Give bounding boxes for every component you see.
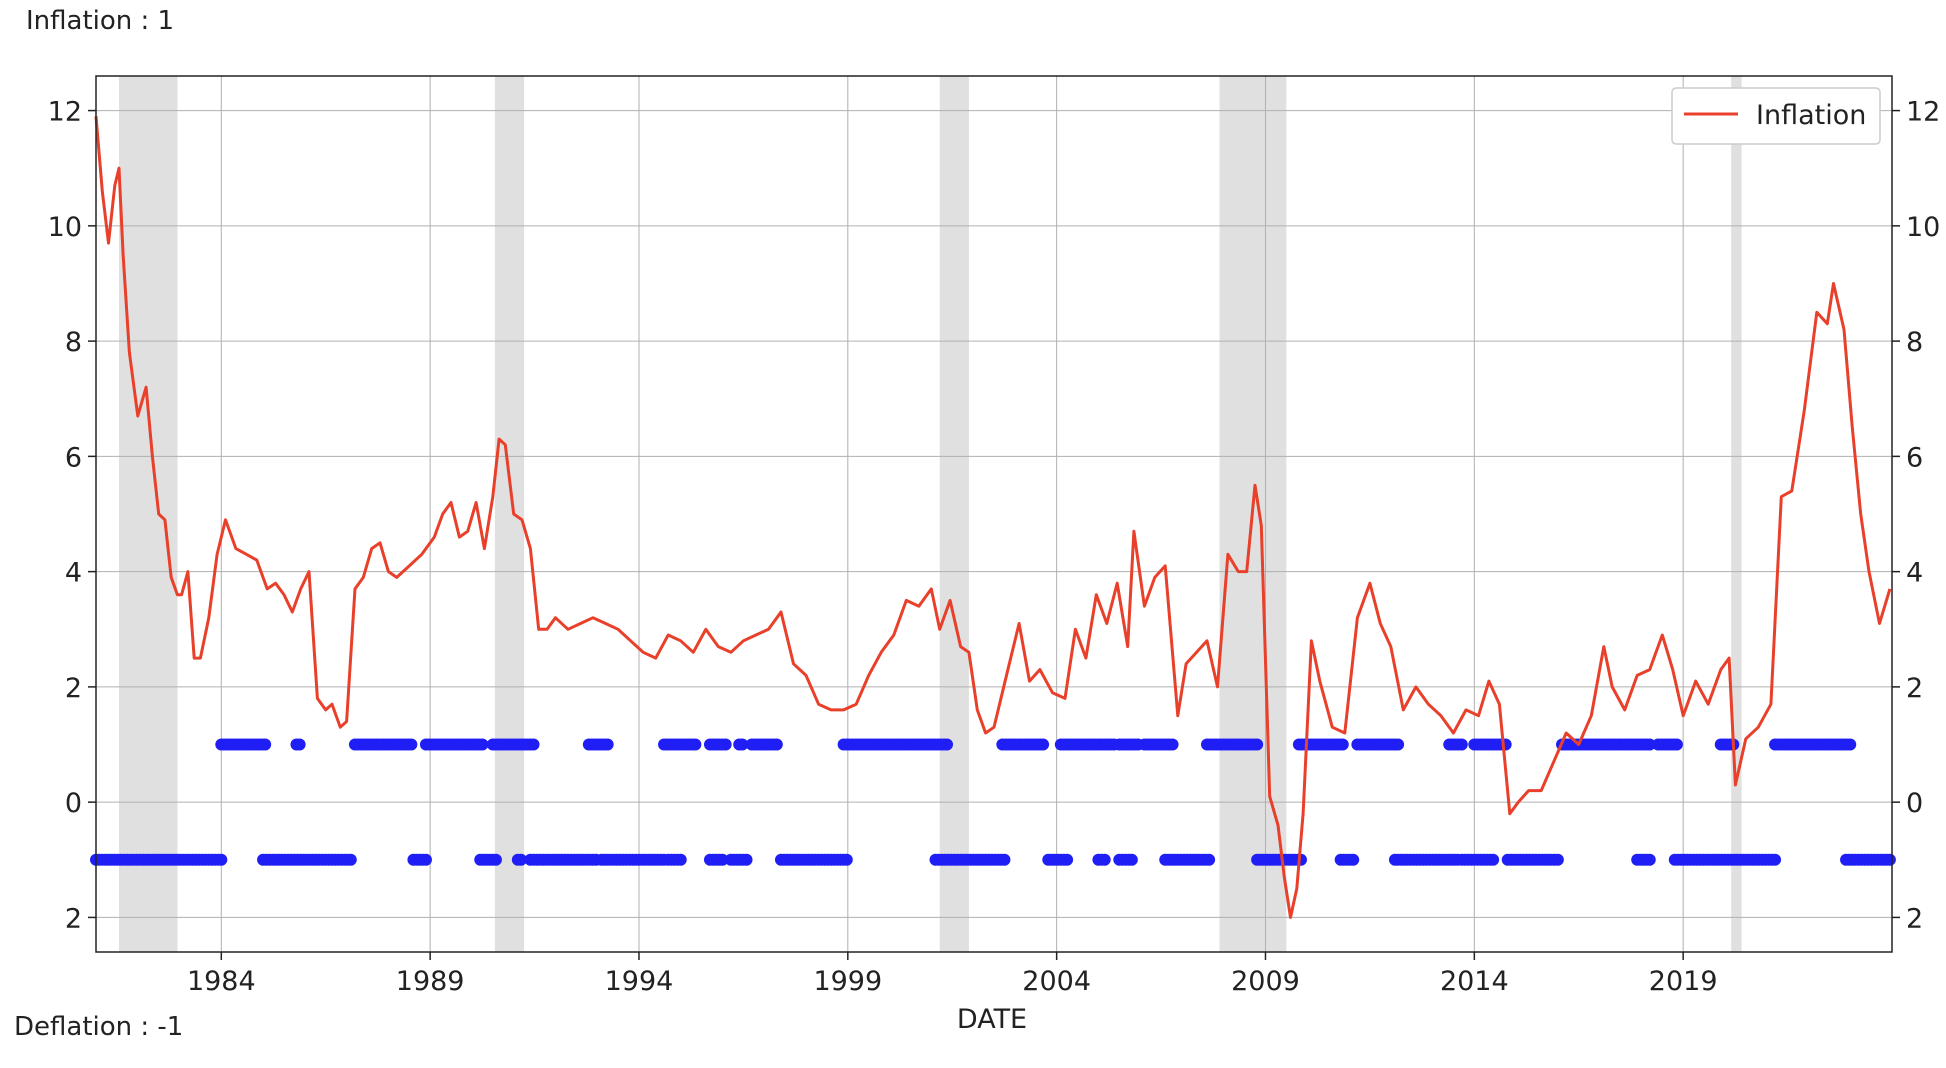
indicator-point xyxy=(1336,738,1349,751)
indicator-point xyxy=(259,738,272,751)
indicator-point xyxy=(1347,853,1360,866)
indicator-point xyxy=(1392,738,1405,751)
legend-box xyxy=(1671,87,1881,145)
y-tick-label-right: 6 xyxy=(1906,442,1923,473)
indicator-point xyxy=(1643,738,1656,751)
indicator-point xyxy=(1643,853,1656,866)
indicator-point xyxy=(215,853,228,866)
indicator-point xyxy=(419,853,432,866)
indicator-point xyxy=(514,853,527,866)
indicator-point xyxy=(1098,853,1111,866)
y-tick-label-right: 10 xyxy=(1906,212,1940,243)
inflation-note: Inflation : 1 xyxy=(26,6,175,36)
y-tick-label-right: 8 xyxy=(1906,327,1923,358)
indicator-point xyxy=(1670,738,1683,751)
indicator-dots xyxy=(90,738,1896,866)
indicator-point xyxy=(405,738,418,751)
plot-frame xyxy=(95,75,1893,953)
x-axis-label: DATE xyxy=(957,1004,1027,1035)
indicator-point xyxy=(1487,853,1500,866)
indicator-point xyxy=(998,853,1011,866)
indicator-point xyxy=(489,853,502,866)
indicator-point xyxy=(1769,853,1782,866)
indicator-point xyxy=(689,738,702,751)
x-tick-label: 2004 xyxy=(1022,966,1091,997)
indicator-point xyxy=(740,853,753,866)
y-tick-label-left: 10 xyxy=(48,212,82,243)
indicator-point xyxy=(293,738,306,751)
indicator-point xyxy=(1844,738,1857,751)
y-tick-label-right: 0 xyxy=(1906,788,1923,819)
x-tick-label: 1994 xyxy=(605,966,674,997)
indicator-point xyxy=(601,738,614,751)
indicator-point xyxy=(1883,853,1896,866)
indicator-point xyxy=(1455,738,1468,751)
recession-band xyxy=(1731,76,1742,952)
line-layer xyxy=(94,116,1892,919)
indicator-point xyxy=(674,853,687,866)
grid-lines xyxy=(96,76,1892,952)
indicator-point xyxy=(1166,738,1179,751)
x-tick-label: 2019 xyxy=(1649,966,1718,997)
y-tick-label-left: 12 xyxy=(48,97,82,128)
y-tick-label-right: 4 xyxy=(1906,558,1923,589)
axes xyxy=(88,75,1900,960)
indicator-point xyxy=(716,853,729,866)
indicator-point xyxy=(527,738,540,751)
recession-band xyxy=(939,76,969,952)
indicator-point xyxy=(1251,738,1264,751)
indicator-point xyxy=(344,853,357,866)
legend-label-inflation: Inflation xyxy=(1756,100,1866,131)
x-tick-label: 1984 xyxy=(187,966,256,997)
indicator-point xyxy=(1551,853,1564,866)
inflation-line xyxy=(94,116,1892,919)
deflation-note: Deflation : -1 xyxy=(14,1012,184,1042)
y-tick-label-right: 2 xyxy=(1906,903,1923,934)
indicator-point xyxy=(719,738,732,751)
recession-band xyxy=(494,76,525,952)
indicator-point xyxy=(941,738,954,751)
x-tick-label: 2014 xyxy=(1440,966,1509,997)
recession-band xyxy=(118,76,178,952)
indicator-point xyxy=(770,738,783,751)
recession-bands xyxy=(118,76,1742,952)
indicator-point xyxy=(1061,853,1074,866)
indicator-point xyxy=(476,738,489,751)
y-tick-label-left: 2 xyxy=(65,903,82,934)
y-tick-label-left: 8 xyxy=(65,327,82,358)
indicator-point xyxy=(1125,853,1138,866)
indicator-point xyxy=(1203,853,1216,866)
y-tick-label-left: 2 xyxy=(65,673,82,704)
y-tick-label-left: 6 xyxy=(65,442,82,473)
x-tick-label: 1989 xyxy=(396,966,465,997)
y-tick-label-left: 0 xyxy=(65,788,82,819)
y-tick-label-right: 2 xyxy=(1906,673,1923,704)
indicator-point xyxy=(1037,738,1050,751)
indicator-point xyxy=(840,853,853,866)
x-tick-label: 1999 xyxy=(813,966,882,997)
legend: Inflation xyxy=(1671,87,1881,145)
x-tick-label: 2009 xyxy=(1231,966,1300,997)
y-tick-label-left: 4 xyxy=(65,558,82,589)
indicator-point xyxy=(736,738,749,751)
y-tick-label-right: 12 xyxy=(1906,97,1940,128)
